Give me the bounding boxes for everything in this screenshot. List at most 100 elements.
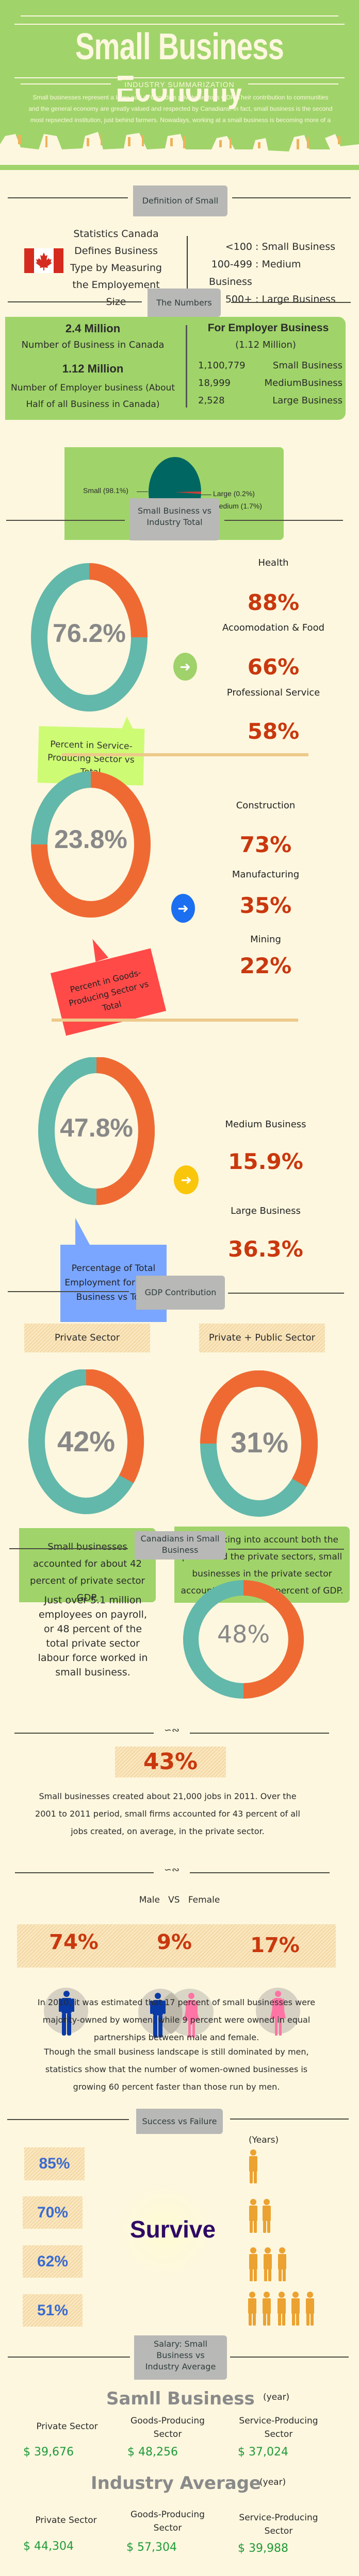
salary-value: $ 48,256: [127, 2446, 178, 2459]
gender-text-2: Though the small business landscape is s…: [44, 2047, 309, 2092]
tier-label: : Small Business: [255, 241, 336, 252]
section-tab-definition: Definition of Small: [133, 185, 227, 216]
breakdown-row: 18,999 MediumBusiness: [198, 375, 342, 392]
tier-row: 500+: Large Business: [209, 291, 343, 308]
industry-value: 22%: [239, 953, 292, 978]
salary-col-label: Private Sector: [36, 2421, 98, 2432]
private-gdp-value: 42%: [57, 1425, 116, 1458]
employer-subtitle: (1.12 Million): [235, 340, 296, 350]
industry-value: 73%: [239, 832, 292, 857]
salary-col-label: Private Sector: [35, 2515, 97, 2526]
jobs-pct-badge: 43%: [115, 1747, 226, 1777]
industry-label: Health: [258, 557, 289, 568]
breakdown-count: 1,100,779: [198, 360, 246, 371]
employer-business-label: Number of Employer business (About Half …: [10, 383, 175, 410]
pie-label-large: Large (0.2%): [213, 489, 255, 498]
tier-range: <100: [225, 241, 252, 252]
breakdown-label: Large Business: [272, 395, 342, 406]
breakdown-row: 2,528 Large Business: [198, 392, 342, 410]
numbers-panel: 2.4 Million Number of Business in Canada…: [5, 317, 346, 420]
scroll-ornament-icon: ∽∾: [154, 1865, 190, 1875]
section-tab-canadians: Canadians in Small Business: [135, 1531, 225, 1560]
small-business-salary-title: Samll Business: [106, 2388, 255, 2409]
gender-title: Male VS Female: [139, 1895, 220, 1905]
industry-label: Manufacturing: [232, 869, 300, 880]
jobs-text: Small businesses created about 21,000 jo…: [35, 1791, 300, 1836]
subtitle-text: INDUSTRY SUMMARIZATION: [111, 80, 248, 89]
unit-label: (year): [263, 2392, 290, 2402]
male-icon: [44, 1988, 88, 2036]
total-business-label: Number of Business in Canada: [21, 340, 165, 350]
male-pct: 74%: [49, 1930, 99, 1954]
section-tab-industry: Small Business vs Industry Total: [130, 498, 219, 540]
industry-value: 35%: [239, 893, 292, 918]
section-divider: [9, 1548, 128, 1549]
section-divider: [232, 197, 351, 198]
private-gdp-donut-chart: [28, 1369, 144, 1514]
breakdown-row: 1,100,779 Small Business: [198, 357, 342, 375]
scroll-ornament-icon: ∽∾: [154, 1725, 190, 1736]
industry-label: Medium Business: [225, 1119, 306, 1130]
goods-donut-value: 23.8%: [54, 825, 127, 854]
industry-value: 66%: [247, 654, 300, 680]
jobs-pct-value: 43%: [143, 1749, 198, 1775]
goods-donut-chart: [31, 771, 151, 918]
industry-label: Large Business: [231, 1206, 301, 1216]
ornament-rule: [21, 15, 338, 16]
arrow-right-icon: ➜: [171, 894, 195, 923]
arrow-right-icon: ➜: [174, 1165, 199, 1194]
private-sector-header: Private Sector: [24, 1324, 150, 1352]
combined-sector-header: Private + Public Sector: [199, 1324, 325, 1352]
unit-label: (year): [259, 2477, 286, 2487]
tier-label: : Large Business: [255, 294, 336, 305]
breakdown-count: 2,528: [198, 395, 225, 406]
industry-value: 58%: [247, 719, 300, 744]
salary-value: $ 37,024: [238, 2446, 288, 2459]
divider-line: [186, 325, 187, 408]
industry-value: 88%: [247, 590, 300, 615]
industry-salary-title: Industry Average: [91, 2473, 262, 2494]
pie-label-small: Small (98.1%): [83, 486, 128, 495]
female-pct: 17%: [250, 1934, 300, 1957]
tier-row: 100-499: Medium Business: [209, 256, 343, 291]
salary-col-label: Goods-Producing Sector: [130, 2510, 205, 2533]
ornament-rule: [14, 24, 345, 25]
salary-value: $ 57,304: [126, 2541, 177, 2554]
industry-label: Construction: [236, 800, 296, 811]
service-donut-chart: [31, 563, 148, 711]
survival-pct: 51%: [23, 2294, 83, 2327]
section-divider: [228, 1549, 344, 1550]
canadians-donut-value: 48%: [217, 1620, 270, 1648]
section-divider: [231, 302, 351, 303]
survival-people-icons: [248, 2149, 314, 2326]
survive-label: Survive: [129, 2216, 216, 2243]
goods-callout-bubble: Percent in Goods-Producing Sector vs Tot…: [50, 948, 167, 1036]
salary-col-label: Goods-Producing Sector: [130, 2416, 205, 2439]
employment-donut-chart: [38, 1057, 155, 1205]
callout-pointer: [88, 936, 109, 962]
section-divider: [230, 2119, 349, 2120]
section-divider: [8, 1291, 129, 1292]
callout-pointer: [122, 717, 133, 729]
tier-list: <100: Small Business 100-499: Medium Bus…: [209, 238, 343, 308]
salary-col-label: Service-Producing Sector: [239, 2513, 318, 2536]
skyline-illustration: [0, 129, 359, 165]
breakdown-count: 18,999: [198, 378, 231, 388]
salary-value: $ 39,676: [23, 2446, 74, 2459]
section-divider: [8, 2357, 130, 2358]
employer-title: For Employer Business: [207, 322, 329, 334]
tier-row: <100: Small Business: [209, 238, 343, 256]
pie-label-medium: Medium (1.7%): [213, 502, 262, 510]
male-female-icon: [138, 1989, 214, 2038]
tier-label: : Medium Business: [209, 259, 301, 287]
section-divider: [224, 520, 343, 521]
breakdown-label: Small Business: [272, 360, 342, 371]
equal-pct: 9%: [157, 1930, 192, 1954]
section-tab-salary: Salary: Small Business vs Industry Avera…: [134, 2335, 227, 2380]
industry-label: Acoomodation & Food: [222, 622, 325, 633]
female-icon: [256, 1988, 300, 2036]
breakdown-label: MediumBusiness: [264, 378, 342, 388]
canada-flag-icon: [24, 248, 63, 273]
section-divider: [6, 520, 125, 521]
employer-breakdown: 1,100,779 Small Business 18,999 MediumBusi…: [198, 357, 342, 410]
